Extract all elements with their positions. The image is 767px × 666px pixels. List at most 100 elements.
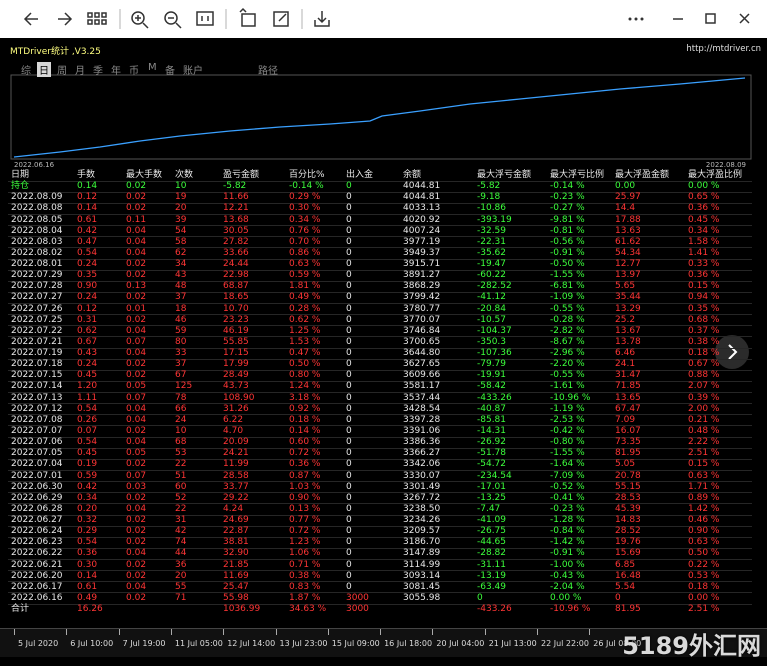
tab[interactable]: M	[148, 62, 157, 73]
equity-curve	[13, 77, 746, 158]
table-cell: -63.49	[477, 581, 507, 592]
time-axis-tick	[275, 629, 277, 635]
edit-button[interactable]	[273, 11, 289, 27]
chart-start-date: 2022.06.16	[14, 161, 55, 169]
table-cell: 3234.26	[403, 515, 441, 526]
table-cell: 54	[175, 225, 187, 236]
rotate-button[interactable]	[239, 7, 256, 27]
table-cell: 55.85	[223, 336, 249, 347]
thumbnails-button[interactable]	[87, 12, 107, 25]
table-cell: 0	[346, 214, 352, 225]
column-header: 百分比%	[289, 170, 325, 180]
table-cell: 0.02	[126, 314, 147, 325]
tab[interactable]: 路径	[258, 66, 278, 77]
back-button[interactable]	[23, 12, 38, 26]
table-cell: 1.53 %	[289, 336, 321, 347]
tab[interactable]: 账户	[183, 66, 203, 77]
table-cell: 0.94 %	[688, 292, 720, 303]
table-cell: -7.47	[477, 503, 501, 514]
position-cell: -0.14 %	[550, 181, 585, 192]
table-cell: 5.05	[615, 459, 636, 470]
table-cell: 0	[346, 247, 352, 258]
tab[interactable]: 日	[37, 62, 51, 77]
table-cell: 0	[346, 448, 352, 459]
table-cell: 13.65	[615, 392, 641, 403]
table-cell: 0.50 %	[289, 359, 321, 370]
row-divider	[8, 414, 752, 416]
table-cell: 0.05	[126, 381, 147, 392]
tab[interactable]: 周	[57, 66, 67, 77]
table-cell: -433.26	[477, 392, 512, 403]
table-cell: 3949.37	[403, 247, 441, 258]
tab[interactable]: 综	[21, 66, 31, 77]
table-cell: 0.59	[77, 470, 98, 481]
table-cell: 0.04	[126, 548, 147, 559]
forward-button[interactable]	[58, 12, 73, 26]
table-cell: 0.03	[126, 481, 147, 492]
more-button[interactable]	[628, 17, 644, 21]
table-cell: 0.02	[126, 203, 147, 214]
table-cell: 0.02	[126, 515, 147, 526]
fit-button[interactable]	[196, 11, 214, 26]
time-axis-tick	[484, 629, 486, 635]
table-cell: 38.81	[223, 537, 249, 548]
table-cell: 0.29 %	[289, 192, 321, 203]
table-cell: 1.58 %	[688, 236, 720, 247]
tab[interactable]: 备	[165, 66, 175, 77]
table-cell: 0.11	[126, 214, 147, 225]
table-cell: 0.04	[126, 225, 147, 236]
table-cell: 2022.06.16	[11, 592, 63, 603]
table-cell: 0.30 %	[289, 203, 321, 214]
table-cell: 48	[175, 281, 187, 292]
table-cell: -0.55 %	[550, 370, 585, 381]
table-cell: 0.61	[77, 214, 98, 225]
table-cell: 0.90 %	[289, 492, 321, 503]
table-cell: 1.42 %	[688, 503, 720, 514]
table-cell: 0	[346, 581, 352, 592]
table-cell: 13.63	[615, 225, 641, 236]
save-button[interactable]	[314, 11, 330, 27]
table-cell: 12.21	[223, 203, 249, 214]
tab[interactable]: 季	[93, 66, 103, 77]
table-cell: -0.80 %	[550, 437, 585, 448]
table-cell: 17.15	[223, 348, 249, 359]
table-cell: 0.54	[77, 437, 98, 448]
table-cell: 0.14	[77, 570, 98, 581]
time-axis-label: 26 Jul 08:00	[593, 639, 642, 648]
table-cell: 12.77	[615, 259, 641, 270]
tab[interactable]: 月	[75, 66, 85, 77]
table-cell: 0.63 %	[289, 259, 321, 270]
table-cell: 20	[175, 570, 187, 581]
time-axis-tick	[380, 629, 382, 635]
table-cell: 0.13	[126, 281, 147, 292]
tab[interactable]: 币	[129, 66, 139, 77]
table-cell: 0	[346, 236, 352, 247]
table-cell: 0	[346, 526, 352, 537]
table-cell: 0.04	[126, 437, 147, 448]
table-cell: 0	[346, 403, 352, 414]
position-cell: -5.82	[477, 181, 501, 192]
website-url[interactable]: http://mtdriver.cn	[686, 44, 761, 54]
maximize-button[interactable]	[705, 13, 716, 24]
table-cell: 0	[477, 592, 483, 603]
table-cell: 33	[175, 348, 187, 359]
table-cell: -0.52 %	[550, 481, 585, 492]
table-cell: 0.88 %	[688, 370, 720, 381]
zoom-out-button[interactable]	[164, 11, 182, 29]
table-cell: 32.90	[223, 548, 249, 559]
row-divider	[8, 425, 752, 427]
row-divider	[8, 336, 752, 338]
table-cell: 0.34 %	[289, 214, 321, 225]
table-cell: 0.14 %	[289, 425, 321, 436]
close-button[interactable]	[739, 13, 750, 24]
table-cell: 0.83 %	[289, 581, 321, 592]
table-cell: 0.04	[126, 348, 147, 359]
table-cell: 19.76	[615, 537, 641, 548]
next-button[interactable]	[714, 334, 750, 370]
table-cell: 0	[346, 203, 352, 214]
table-cell: 61.62	[615, 236, 641, 247]
tab[interactable]: 年	[111, 66, 121, 77]
time-axis-label: 5 Jul 2020	[18, 639, 59, 648]
zoom-in-button[interactable]	[131, 11, 149, 29]
table-cell: 24.44	[223, 259, 249, 270]
